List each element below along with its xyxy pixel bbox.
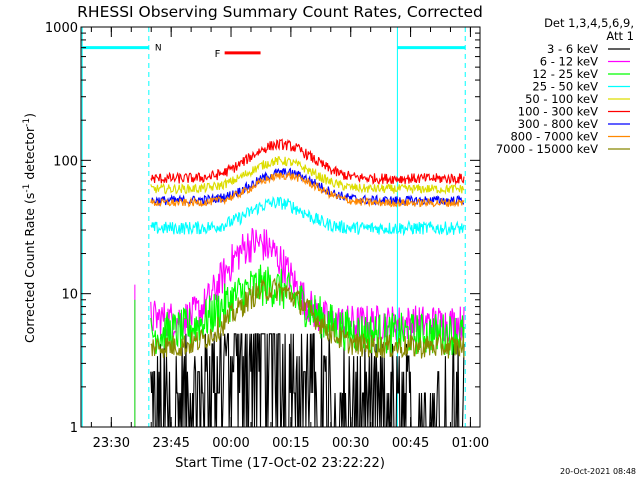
y-tick-label: 1000 — [45, 21, 78, 36]
plot-frame — [80, 26, 481, 428]
y-tick-label: 10 — [61, 288, 78, 303]
legend-entry-label: 3 - 6 keV — [547, 42, 598, 56]
x-tick-label: 00:30 — [332, 436, 369, 451]
x-tick-label: 00:15 — [272, 436, 309, 451]
legend-header: Att 1 — [606, 29, 634, 43]
legend-header: Det 1,3,4,5,6,9, — [544, 16, 634, 30]
legend-entry-label: 6 - 12 keV — [540, 55, 598, 69]
night-boundaries — [81, 27, 466, 427]
flare-label: F — [215, 49, 221, 60]
y-tick-label: 100 — [53, 154, 78, 169]
legend-entry-label: 12 - 25 keV — [532, 67, 598, 81]
series-line — [150, 156, 465, 195]
annotations: NF — [82, 44, 466, 60]
x-tick-label: 23:30 — [93, 436, 130, 451]
series-line — [150, 138, 465, 186]
x-tick-label: 01:00 — [452, 436, 489, 451]
legend-entry-label: 50 - 100 keV — [525, 92, 598, 106]
series-line — [150, 195, 465, 237]
legend-entry-label: 100 - 300 keV — [518, 105, 598, 119]
legend-entry-label: 7000 - 15000 keV — [496, 142, 598, 156]
legend-entry-label: 25 - 50 keV — [532, 80, 598, 94]
legend-entry-label: 300 - 800 keV — [518, 117, 598, 131]
x-axis-label: Start Time (17-Oct-02 23:22:22) — [175, 456, 385, 471]
x-tick-label: 23:45 — [152, 436, 189, 451]
y-tick-label: 1 — [70, 421, 78, 436]
legend-entry-label: 800 - 7000 keV — [510, 130, 598, 144]
x-tick-label: 00:45 — [392, 436, 429, 451]
series-layer — [134, 138, 465, 428]
axes: 1 10 100 1000 23:30 23:45 00:00 00:15 00:30 00:45… — [45, 21, 489, 451]
x-tick-label: 00:00 — [212, 436, 249, 451]
chart-title: RHESSI Observing Summary Count Rates, Co… — [77, 3, 483, 21]
series-line — [150, 278, 465, 359]
footer-timestamp: 20-Oct-2021 08:48 — [560, 467, 636, 476]
y-axis-label: Corrected Count Rate (s-1 detector-1) — [22, 113, 37, 343]
series-line — [150, 171, 465, 208]
night-label: N — [155, 44, 162, 54]
